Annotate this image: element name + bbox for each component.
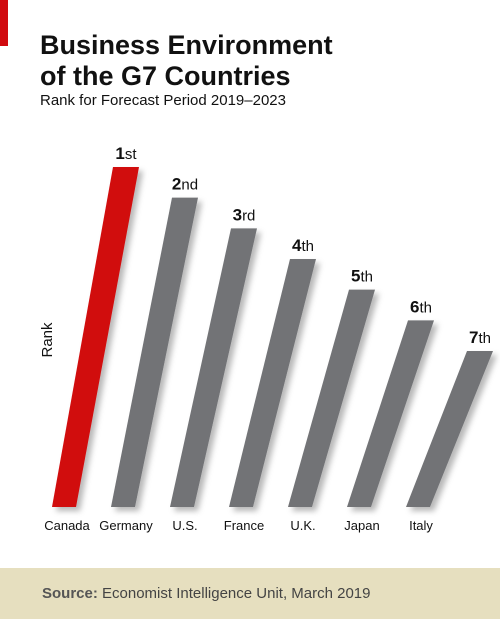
category-label: Italy bbox=[409, 518, 433, 533]
rank-number: 4 bbox=[292, 236, 302, 255]
rank-suffix: th bbox=[478, 330, 491, 347]
chart-title: Business Environment of the G7 Countries bbox=[40, 30, 480, 92]
rank-number: 6 bbox=[410, 297, 419, 316]
rank-bar-chart: 1stCanada2ndGermany3rdU.S.4thFrance5thU.… bbox=[39, 144, 493, 533]
source-note: Source: Economist Intelligence Unit, Mar… bbox=[42, 585, 371, 602]
rank-label: 7th bbox=[469, 328, 491, 347]
chart-title-line-2: of the G7 Countries bbox=[40, 61, 291, 91]
chart-title-line-1: Business Environment bbox=[40, 30, 333, 60]
chart-subtitle: Rank for Forecast Period 2019–2023 bbox=[40, 92, 286, 109]
category-label: U.K. bbox=[290, 518, 315, 533]
rank-number: 3 bbox=[233, 205, 242, 224]
rank-suffix: nd bbox=[181, 177, 198, 194]
rank-number: 2 bbox=[172, 175, 181, 194]
rank-label: 2nd bbox=[172, 175, 198, 194]
rank-label: 1st bbox=[115, 144, 137, 163]
rank-label: 6th bbox=[410, 297, 432, 316]
rank-suffix: st bbox=[125, 146, 138, 163]
bar-us bbox=[170, 228, 257, 508]
rank-suffix: th bbox=[360, 269, 373, 286]
rank-suffix: th bbox=[301, 238, 314, 255]
rank-number: 7 bbox=[469, 328, 478, 347]
source-text: Economist Intelligence Unit, March 2019 bbox=[97, 585, 371, 602]
rank-label: 4th bbox=[292, 236, 314, 255]
bar-italy bbox=[406, 351, 493, 507]
category-label: Canada bbox=[44, 518, 90, 533]
bar-uk bbox=[288, 289, 375, 507]
bar-france bbox=[229, 259, 316, 507]
source-label: Source: bbox=[42, 585, 98, 602]
bar-japan bbox=[347, 320, 434, 507]
category-label: Germany bbox=[99, 518, 153, 533]
accent-bar bbox=[0, 0, 8, 46]
category-label: France bbox=[224, 518, 264, 533]
source-footer: Source: Economist Intelligence Unit, Mar… bbox=[0, 568, 500, 619]
rank-label: 5th bbox=[351, 267, 373, 286]
bar-germany bbox=[111, 197, 198, 507]
rank-number: 5 bbox=[351, 267, 360, 286]
rank-suffix: th bbox=[419, 299, 432, 316]
category-label: Japan bbox=[344, 518, 379, 533]
rank-label: 3rd bbox=[233, 205, 256, 224]
bar-canada bbox=[52, 167, 139, 507]
y-axis-label: Rank bbox=[39, 322, 56, 358]
rank-suffix: rd bbox=[242, 207, 255, 224]
rank-number: 1 bbox=[115, 144, 124, 163]
category-label: U.S. bbox=[172, 518, 197, 533]
